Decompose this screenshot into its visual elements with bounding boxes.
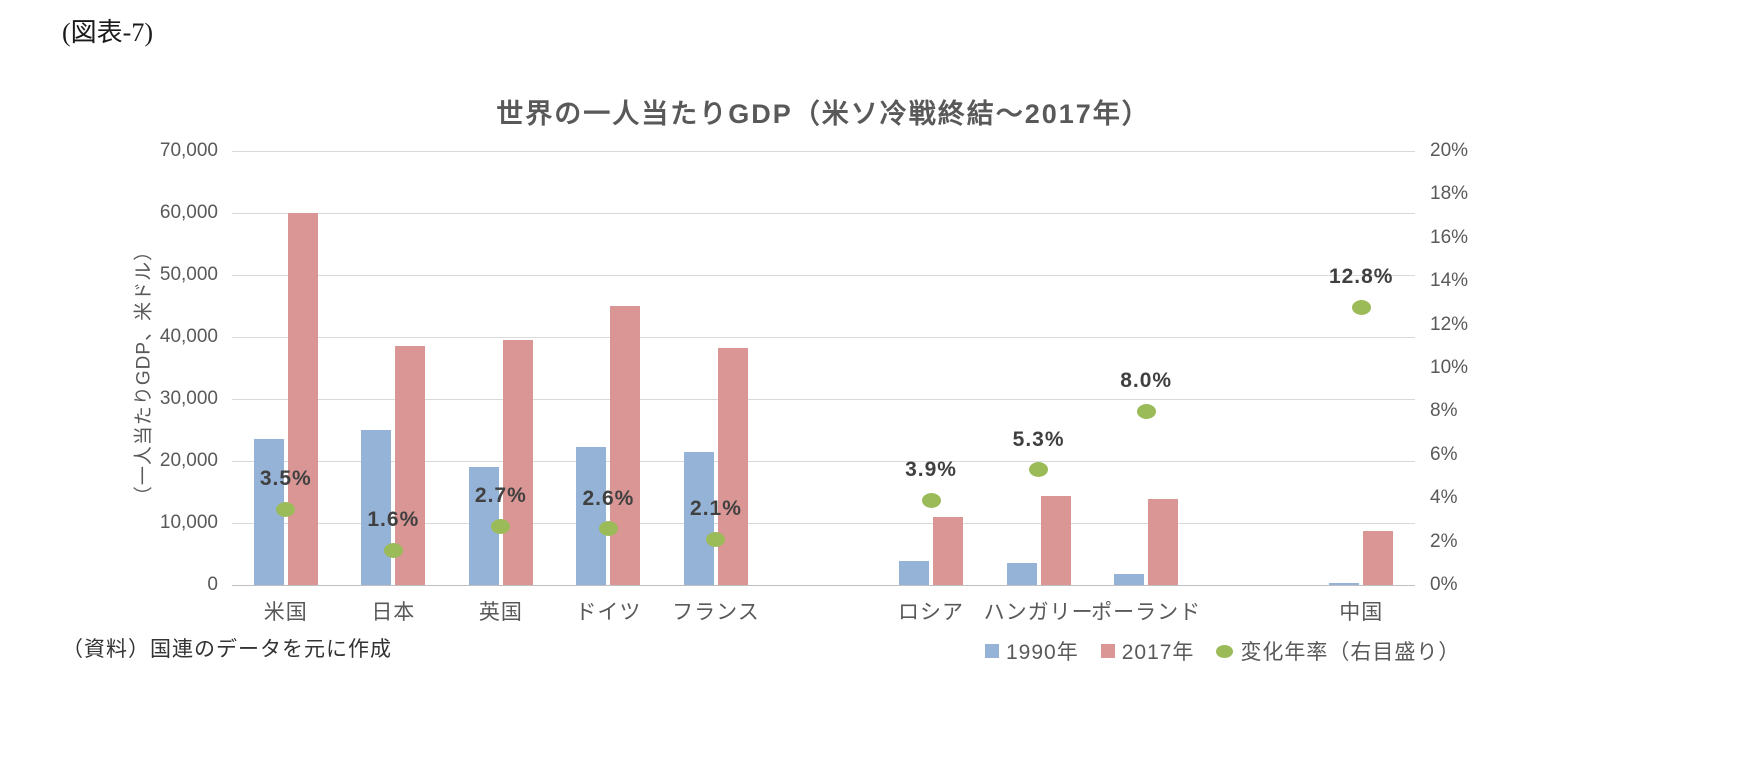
right-axis-tick: 20% (1430, 140, 1469, 161)
gridline (232, 274, 1415, 276)
left-axis-tick: 70,000 (159, 140, 218, 161)
legend-square-1990-icon (985, 644, 999, 658)
legend-label-2017: 2017年 (1121, 641, 1195, 664)
rate-dot-日本 (383, 542, 403, 558)
rate-label-ハンガリー: 5.3% (1012, 427, 1065, 451)
legend-square-2017-icon (1100, 644, 1115, 658)
bar-1990-ハンガリー (1006, 562, 1037, 585)
category-label-日本: 日本 (371, 601, 416, 624)
left-axis-tick: 10,000 (159, 512, 218, 533)
left-axis-tick: 60,000 (159, 202, 218, 223)
category-label-英国: 英国 (478, 601, 523, 624)
rate-dot-米国 (276, 501, 296, 517)
gridline (232, 522, 1415, 524)
right-axis-tick: 12% (1430, 313, 1469, 335)
rate-label-米国: 3.5% (259, 467, 312, 491)
bar-2017-英国 (502, 340, 533, 585)
category-label-ハンガリー: ハンガリー (983, 601, 1094, 624)
category-label-米国: 米国 (263, 601, 308, 624)
gridline (232, 336, 1415, 338)
gridline (232, 212, 1415, 214)
bar-2017-フランス (717, 347, 748, 585)
right-axis-tick: 0% (1430, 574, 1458, 595)
bar-1990-フランス (683, 451, 714, 585)
left-axis-tick: 30,000 (159, 388, 218, 409)
legend: 1990年 2017年 変化年率（右目盛り） (985, 636, 1460, 666)
bar-2017-ドイツ (610, 306, 641, 585)
rate-dot-ハンガリー (1029, 462, 1049, 478)
left-axis-tick: 0 (207, 574, 218, 595)
bar-1990-ドイツ (576, 447, 607, 585)
rate-label-中国: 12.8% (1328, 265, 1394, 289)
rate-dot-ポーランド (1136, 403, 1156, 419)
legend-circle-rate-icon (1216, 644, 1234, 658)
rate-label-英国: 2.7% (474, 484, 527, 508)
rate-label-ポーランド: 8.0% (1120, 369, 1173, 393)
category-label-ロシア: ロシア (898, 601, 965, 624)
gridline (232, 460, 1415, 462)
chart-title: 世界の一人当たりGDP（米ソ冷戦終結～2017年） (496, 99, 1151, 129)
right-axis-tick: 18% (1430, 183, 1469, 205)
category-label-ポーランド: ポーランド (1091, 601, 1202, 624)
right-axis-tick: 8% (1430, 400, 1458, 422)
rate-dot-フランス (706, 531, 726, 547)
rate-label-日本: 1.6% (367, 508, 420, 532)
right-axis-tick: 6% (1430, 443, 1458, 465)
bar-2017-中国 (1363, 531, 1394, 585)
rate-dot-中国 (1351, 299, 1371, 315)
bar-2017-ハンガリー (1040, 495, 1071, 585)
right-axis-tick: 10% (1430, 357, 1469, 378)
right-axis-tick: 4% (1430, 487, 1458, 509)
right-axis-tick: 14% (1430, 270, 1469, 292)
rate-label-ロシア: 3.9% (905, 458, 957, 482)
legend-item-rate: 変化年率（右目盛り） (1216, 636, 1460, 666)
bar-2017-米国 (287, 213, 318, 585)
axis-baseline (232, 584, 1415, 586)
category-label-ドイツ: ドイツ (575, 601, 642, 624)
bar-1990-日本 (361, 430, 392, 585)
legend-item-2017: 2017年 (1100, 636, 1195, 666)
category-label-中国: 中国 (1339, 601, 1384, 624)
bar-1990-ポーランド (1114, 574, 1145, 585)
rate-dot-英国 (491, 518, 511, 534)
gridline (232, 150, 1415, 152)
rate-label-ドイツ: 2.6% (582, 486, 635, 510)
bar-2017-ポーランド (1148, 498, 1179, 585)
rate-label-フランス: 2.1% (690, 497, 742, 521)
rate-dot-ドイツ (598, 521, 618, 537)
rate-dot-ロシア (921, 492, 941, 508)
bar-2017-ロシア (933, 516, 964, 585)
left-axis-tick: 40,000 (159, 326, 218, 347)
legend-label-1990: 1990年 (1006, 641, 1079, 664)
bar-1990-ロシア (899, 560, 930, 585)
legend-label-rate: 変化年率（右目盛り） (1240, 641, 1461, 664)
figure-label: (図表-7) (62, 18, 153, 47)
source-note: （資料）国連のデータを元に作成 (62, 638, 392, 661)
left-axis-tick: 50,000 (159, 264, 218, 285)
bar-1990-中国 (1329, 583, 1360, 585)
right-axis-tick: 2% (1430, 530, 1458, 552)
right-axis-tick: 16% (1430, 226, 1469, 248)
left-axis-tick: 20,000 (159, 450, 218, 471)
legend-item-1990: 1990年 (985, 636, 1079, 666)
gridline (232, 398, 1415, 400)
category-label-フランス: フランス (672, 601, 760, 624)
